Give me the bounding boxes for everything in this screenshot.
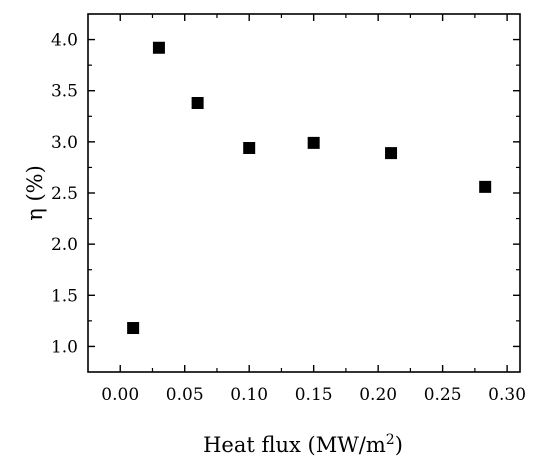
- x-axis-title: Heat flux (MW/m2): [203, 432, 403, 457]
- x-tick-label: 0.15: [295, 385, 333, 405]
- x-tick-label: 0.05: [166, 385, 204, 405]
- y-tick-label: 1.5: [51, 286, 78, 306]
- x-tick-label: 0.10: [230, 385, 268, 405]
- y-tick-label: 1.0: [51, 337, 78, 357]
- data-point: [127, 322, 140, 335]
- y-tick-label: 3.0: [51, 133, 78, 153]
- x-tick-label: 0.00: [101, 385, 139, 405]
- y-axis-title: η (%): [23, 165, 47, 221]
- data-point: [479, 180, 492, 193]
- data-point: [191, 96, 204, 109]
- plot-frame: [87, 13, 521, 373]
- data-point: [243, 141, 256, 154]
- x-tick-label: 0.20: [359, 385, 397, 405]
- data-points: [127, 41, 492, 335]
- data-point: [307, 136, 320, 149]
- x-tick-label: 0.25: [424, 385, 462, 405]
- x-tick-label: 0.30: [488, 385, 526, 405]
- y-tick-label: 3.5: [51, 82, 78, 102]
- x-axis-ticks: 0.00 0.05 0.10 0.15 0.20 0.25 0.30: [101, 14, 526, 405]
- y-tick-label: 2.5: [51, 184, 78, 204]
- y-axis-ticks: 1.0 1.5 2.0 2.5 3.0 3.5 4.0: [51, 31, 520, 357]
- y-tick-label: 2.0: [51, 235, 78, 255]
- data-point: [385, 147, 398, 160]
- y-tick-label: 4.0: [51, 31, 78, 51]
- data-point: [152, 41, 165, 54]
